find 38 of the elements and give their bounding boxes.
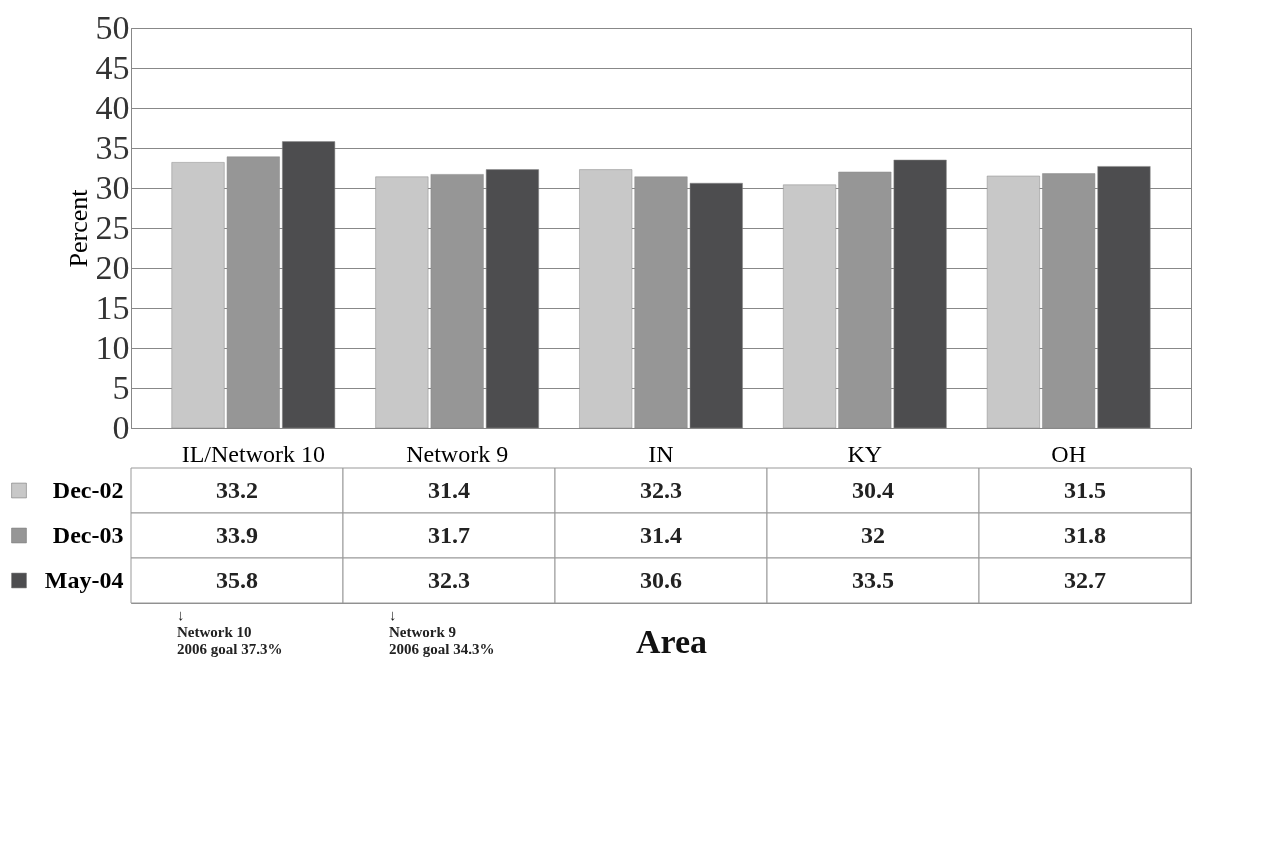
x-tick-label: KY: [847, 440, 883, 467]
y-tick-label: 15: [95, 288, 130, 326]
y-tick-label: 50: [95, 8, 130, 46]
x-tick-label: OH: [1051, 440, 1087, 467]
y-tick-label: 45: [95, 48, 130, 86]
y-tick-label: 25: [95, 208, 130, 246]
data-label: 33.2: [216, 476, 258, 503]
text: ↓ Network 9 2006 goal 34.3%: [389, 607, 495, 657]
data-label: 32.7: [1064, 566, 1106, 593]
data-label: 32.3: [640, 476, 682, 503]
y-tick-label: 20: [95, 248, 130, 286]
data-label: 30.6: [640, 566, 682, 593]
data-label: 30.4: [852, 476, 894, 503]
data-label: 33.9: [216, 521, 258, 548]
text: ↓ Network 10 2006 goal 37.3%: [177, 607, 283, 657]
data-label: 32: [861, 521, 885, 548]
data-label: 31.8: [1064, 521, 1106, 548]
data-label: 31.4: [640, 521, 682, 548]
legend-label: May-04: [44, 566, 124, 593]
data-label: 31.4: [428, 476, 470, 503]
data-label: 31.5: [1064, 476, 1106, 503]
y-tick-label: 0: [112, 408, 130, 446]
x-tick-label: IL/Network 10: [181, 440, 325, 467]
x-tick-label: Network 9: [406, 440, 509, 467]
data-label: 31.7: [428, 521, 470, 548]
y-tick-label: 40: [95, 88, 130, 126]
data-label: 32.3: [428, 566, 470, 593]
y-tick-label: 10: [95, 328, 130, 366]
x-axis-title: Area: [635, 622, 708, 660]
data-label: 35.8: [216, 566, 258, 593]
x-tick-label: IN: [648, 440, 674, 467]
y-axis-title: Percent: [63, 188, 93, 268]
data-label: 33.5: [852, 566, 894, 593]
legend-label: Dec-03: [52, 521, 124, 548]
y-tick-label: 30: [95, 168, 130, 206]
legend-label: Dec-02: [52, 476, 124, 503]
y-tick-label: 5: [112, 368, 130, 406]
y-tick-label: 35: [95, 128, 130, 166]
